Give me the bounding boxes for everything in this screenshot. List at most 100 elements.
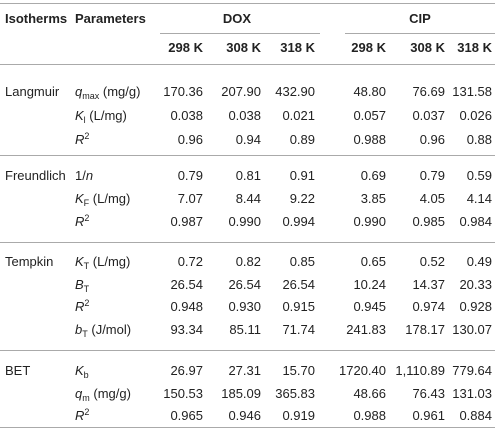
parameter-unit: (L/mg) [89,108,127,123]
parameter: R2 [75,299,89,315]
cell-value: 0.974 [412,299,445,314]
parameter-superscript: 2 [84,407,90,417]
parameter-symbol: b [75,322,83,337]
parameter-subscript: b [83,370,89,380]
rule [345,33,495,34]
isotherm-name: Tempkin [5,254,54,269]
column-header: Parameters [75,11,146,26]
temperature-header: 308 K [226,40,261,55]
cell-value: 0.988 [353,408,386,423]
cell-value: 432.90 [275,84,315,99]
parameter: bT (J/mol) [75,322,132,339]
cell-value: 0.915 [282,299,315,314]
cell-value: 0.021 [282,108,315,123]
parameter: Kl (L/mg) [75,108,127,125]
cell-value: 48.80 [353,84,386,99]
cell-value: 76.43 [412,386,445,401]
cell-value: 0.96 [419,132,445,147]
cell-value: 0.49 [466,254,492,269]
parameter-unit: (J/mol) [91,322,132,337]
parameter-unit: (mg/g) [102,84,141,99]
cell-value: 27.31 [228,363,261,378]
cell-value: 150.53 [163,386,203,401]
cell-value: 0.988 [353,132,386,147]
cell-value: 0.057 [353,108,386,123]
parameter-prefix: 1/ [75,168,86,183]
cell-value: 207.90 [221,84,261,99]
parameter-superscript: 2 [84,213,90,223]
cell-value: 9.22 [289,191,315,206]
parameter-subscript: m [82,393,90,403]
cell-value: 1720.40 [339,363,386,378]
cell-value: 365.83 [275,386,315,401]
isotherm-name: BET [5,363,31,378]
rule [0,64,495,65]
group-header: DOX [222,11,252,26]
cell-value: 93.34 [170,322,203,337]
parameter-symbol: K [75,254,84,269]
cell-value: 0.884 [459,408,492,423]
parameter: KF (L/mg) [75,191,131,208]
cell-value: 0.930 [228,299,261,314]
cell-value: 0.994 [282,214,315,229]
group-header: CIP [409,11,431,26]
parameter: BT [75,277,89,294]
cell-value: 85.11 [229,322,261,337]
parameter-symbol: B [75,277,84,292]
cell-value: 0.69 [360,168,386,183]
cell-value: 0.990 [353,214,386,229]
cell-value: 71.74 [282,322,315,337]
cell-value: 0.985 [412,214,445,229]
parameter-unit: (L/mg) [92,191,131,206]
parameter-subscript: l [83,115,86,125]
isotherm-name: Langmuir [5,84,60,99]
cell-value: 8.44 [235,191,261,206]
cell-value: 131.03 [452,386,492,401]
parameter: R2 [75,214,89,230]
cell-value: 0.82 [235,254,261,269]
parameter-symbol: n [85,168,94,183]
cell-value: 26.54 [170,277,203,292]
cell-value: 0.919 [282,408,315,423]
cell-value: 0.65 [360,254,386,269]
parameter-symbol: R [75,132,85,147]
temperature-header: 318 K [457,40,492,55]
parameter-symbol: q [75,386,83,401]
parameter-subscript: T [83,261,90,271]
column-header: Isotherms [5,11,68,26]
cell-value: 0.961 [412,408,445,423]
cell-value: 76.69 [412,84,445,99]
cell-value: 26.54 [228,277,261,292]
cell-value: 1,110.89 [395,363,445,378]
parameter-subscript: F [83,198,90,208]
cell-value: 4.14 [466,191,492,206]
parameter-symbol: q [75,84,83,99]
cell-value: 0.987 [170,214,203,229]
cell-value: 241.83 [346,322,386,337]
cell-value: 0.96 [177,132,203,147]
cell-value: 0.85 [289,254,315,269]
cell-value: 14.37 [412,277,445,292]
cell-value: 0.928 [459,299,492,314]
temperature-header: 308 K [410,40,445,55]
parameter: R2 [75,132,89,148]
cell-value: 0.990 [228,214,261,229]
cell-value: 48.66 [353,386,386,401]
parameter: KT (L/mg) [75,254,130,271]
parameter-superscript: 2 [84,131,90,141]
cell-value: 779.64 [452,363,492,378]
cell-value: 0.94 [235,132,261,147]
cell-value: 0.52 [419,254,445,269]
parameter-symbol: R [75,299,85,314]
cell-value: 0.91 [289,168,315,183]
cell-value: 0.88 [466,132,492,147]
cell-value: 20.33 [459,277,492,292]
parameter-subscript: max [82,91,100,101]
rule [0,242,495,243]
rule [160,33,320,34]
parameter-symbol: R [75,214,85,229]
cell-value: 0.037 [412,108,445,123]
cell-value: 26.54 [282,277,315,292]
cell-value: 0.026 [459,108,492,123]
cell-value: 0.946 [228,408,261,423]
